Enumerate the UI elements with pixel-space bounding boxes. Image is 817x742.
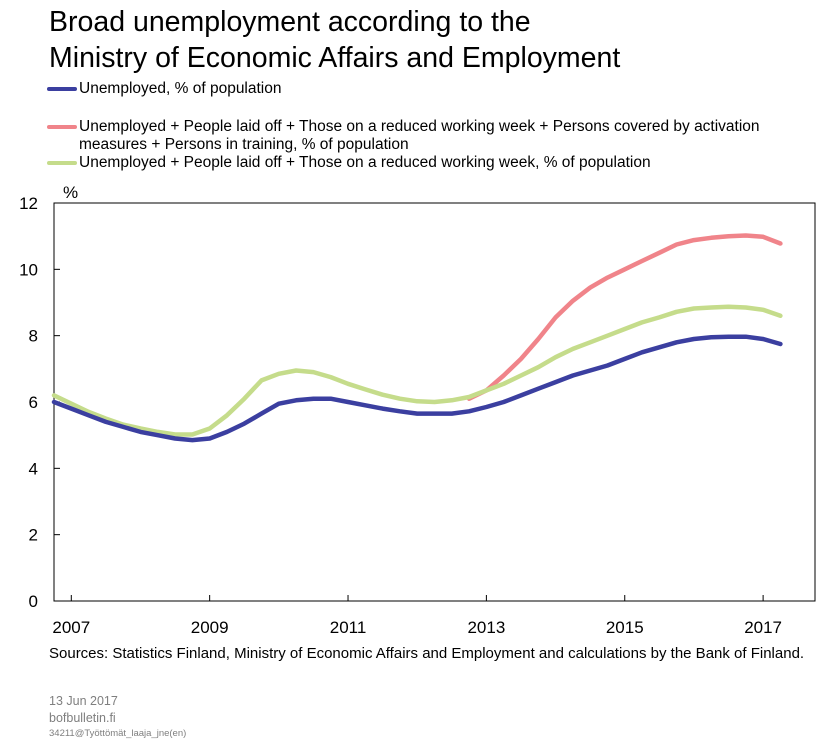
y-tick-label: 10	[19, 260, 38, 279]
x-tick-label: 2013	[467, 618, 505, 637]
footer-date: 13 Jun 2017	[49, 694, 118, 708]
y-tick-label: 2	[29, 526, 38, 545]
legend-item-unemployed: Unemployed, % of population	[47, 80, 817, 98]
legend-swatch-broad	[47, 125, 77, 129]
y-tick-label: 6	[29, 393, 38, 412]
footer-site: bofbulletin.fi	[49, 711, 116, 725]
legend-swatch-laid-off	[47, 161, 77, 165]
x-tick-label: 2007	[52, 618, 90, 637]
series-line-broad	[466, 233, 783, 401]
legend-item-broad: Unemployed + People laid off + Those on …	[47, 118, 817, 154]
x-tick-label: 2011	[330, 618, 367, 637]
footer: 13 Jun 2017 bofbulletin.fi 34211@Työttöm…	[49, 693, 186, 740]
series-line-unemployed	[51, 334, 783, 443]
x-tick-label: 2009	[191, 618, 229, 637]
chart-title-line-1: Broad unemployment according to the	[49, 6, 531, 38]
y-tick-label: 8	[29, 327, 38, 346]
chart-title-line-2: Ministry of Economic Affairs and Employm…	[49, 42, 621, 74]
series-line-laid-off	[51, 304, 783, 437]
footer-code: 34211@Työttömät_laaja_jne(en)	[49, 728, 187, 739]
y-axis-label: %	[63, 183, 78, 202]
legend-item-laid-off: Unemployed + People laid off + Those on …	[47, 154, 817, 172]
legend-label-unemployed: Unemployed, % of population	[79, 80, 282, 97]
legend-swatch-unemployed	[47, 87, 77, 91]
x-tick-label: 2017	[744, 618, 782, 637]
y-tick-label: 4	[29, 459, 38, 478]
legend-label-laid-off: Unemployed + People laid off + Those on …	[79, 154, 651, 171]
line-chart: 0 2 4 6 8 10 12 2007 2009 2011 2013 2015 2017%	[19, 183, 816, 637]
sources-note: Sources: Statistics Finland, Ministry of…	[49, 645, 805, 662]
chart-title: Broad unemployment according to the Mini…	[49, 4, 620, 76]
y-tick-label: 12	[19, 194, 38, 213]
y-tick-label: 0	[29, 592, 38, 611]
legend-label-broad: Unemployed + People laid off + Those on …	[79, 118, 760, 153]
x-tick-label: 2015	[606, 618, 644, 637]
